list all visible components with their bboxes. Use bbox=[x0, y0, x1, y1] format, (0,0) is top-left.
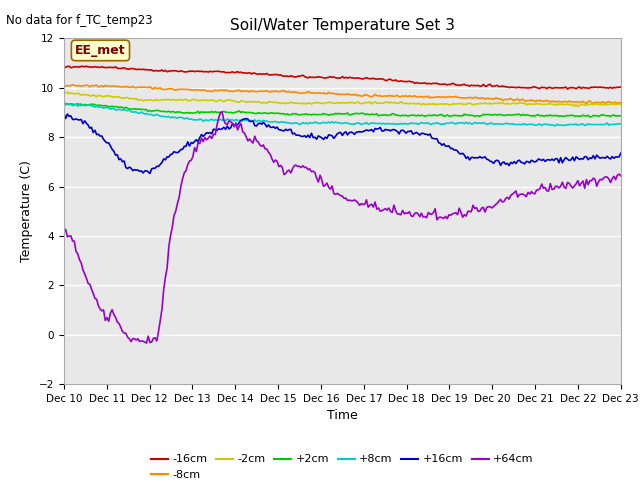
+8cm bbox=[63, 101, 71, 107]
-16cm bbox=[547, 84, 554, 90]
+8cm bbox=[213, 118, 221, 123]
-2cm bbox=[168, 97, 176, 103]
Title: Soil/Water Temperature Set 3: Soil/Water Temperature Set 3 bbox=[230, 18, 455, 33]
Text: No data for f_TC_temp23: No data for f_TC_temp23 bbox=[6, 14, 153, 27]
+16cm bbox=[547, 157, 554, 163]
-8cm bbox=[173, 86, 181, 92]
-8cm bbox=[559, 99, 566, 105]
+8cm bbox=[173, 115, 181, 121]
+2cm bbox=[170, 109, 178, 115]
+64cm bbox=[213, 122, 221, 128]
-8cm bbox=[127, 84, 135, 90]
+64cm bbox=[60, 226, 68, 231]
+16cm bbox=[617, 150, 625, 156]
-8cm bbox=[213, 88, 221, 94]
+16cm bbox=[173, 150, 181, 156]
+8cm bbox=[170, 115, 178, 120]
+2cm bbox=[173, 109, 181, 115]
+64cm bbox=[218, 109, 226, 115]
-16cm bbox=[170, 68, 178, 73]
Legend: -16cm, -8cm, -2cm, +2cm, +8cm, +16cm, +64cm: -16cm, -8cm, -2cm, +2cm, +8cm, +16cm, +6… bbox=[147, 450, 538, 480]
-2cm bbox=[211, 98, 219, 104]
Text: EE_met: EE_met bbox=[75, 44, 126, 57]
-16cm bbox=[559, 85, 566, 91]
+8cm bbox=[547, 122, 554, 128]
+2cm bbox=[617, 113, 625, 119]
+64cm bbox=[170, 213, 178, 218]
-2cm bbox=[574, 104, 582, 109]
-2cm bbox=[557, 101, 564, 107]
-16cm bbox=[213, 69, 221, 74]
+64cm bbox=[125, 336, 133, 342]
Line: -2cm: -2cm bbox=[64, 92, 621, 107]
+16cm bbox=[125, 164, 133, 170]
+8cm bbox=[552, 123, 559, 129]
Line: +16cm: +16cm bbox=[64, 114, 621, 173]
+64cm bbox=[548, 186, 556, 192]
-16cm bbox=[83, 63, 90, 69]
-16cm bbox=[617, 84, 625, 90]
+8cm bbox=[617, 121, 625, 127]
+8cm bbox=[60, 101, 68, 107]
+64cm bbox=[143, 340, 150, 346]
-8cm bbox=[614, 101, 621, 107]
+16cm bbox=[559, 160, 566, 166]
-2cm bbox=[617, 102, 625, 108]
+8cm bbox=[560, 122, 568, 128]
-8cm bbox=[547, 99, 554, 105]
+64cm bbox=[560, 184, 568, 190]
-8cm bbox=[170, 87, 178, 93]
+2cm bbox=[586, 114, 594, 120]
+2cm bbox=[213, 109, 221, 115]
-2cm bbox=[125, 96, 133, 101]
-2cm bbox=[172, 97, 180, 103]
-16cm bbox=[60, 64, 68, 70]
Line: -8cm: -8cm bbox=[64, 84, 621, 104]
+2cm bbox=[60, 101, 68, 107]
-16cm bbox=[564, 86, 572, 92]
+2cm bbox=[62, 100, 70, 106]
+64cm bbox=[173, 201, 181, 206]
-8cm bbox=[68, 82, 76, 87]
-16cm bbox=[127, 66, 135, 72]
+8cm bbox=[127, 109, 135, 115]
+16cm bbox=[146, 170, 154, 176]
-8cm bbox=[60, 82, 68, 88]
+64cm bbox=[617, 173, 625, 179]
+16cm bbox=[60, 111, 68, 117]
-2cm bbox=[60, 89, 68, 95]
-16cm bbox=[173, 69, 181, 74]
Line: -16cm: -16cm bbox=[64, 66, 621, 89]
X-axis label: Time: Time bbox=[327, 409, 358, 422]
Line: +64cm: +64cm bbox=[64, 112, 621, 343]
Line: +2cm: +2cm bbox=[64, 103, 621, 117]
+2cm bbox=[559, 113, 566, 119]
-8cm bbox=[617, 100, 625, 106]
+16cm bbox=[170, 149, 178, 155]
Y-axis label: Temperature (C): Temperature (C) bbox=[20, 160, 33, 262]
+2cm bbox=[547, 112, 554, 118]
+16cm bbox=[213, 128, 221, 133]
+2cm bbox=[127, 106, 135, 112]
-2cm bbox=[545, 101, 552, 107]
Line: +8cm: +8cm bbox=[64, 104, 621, 126]
